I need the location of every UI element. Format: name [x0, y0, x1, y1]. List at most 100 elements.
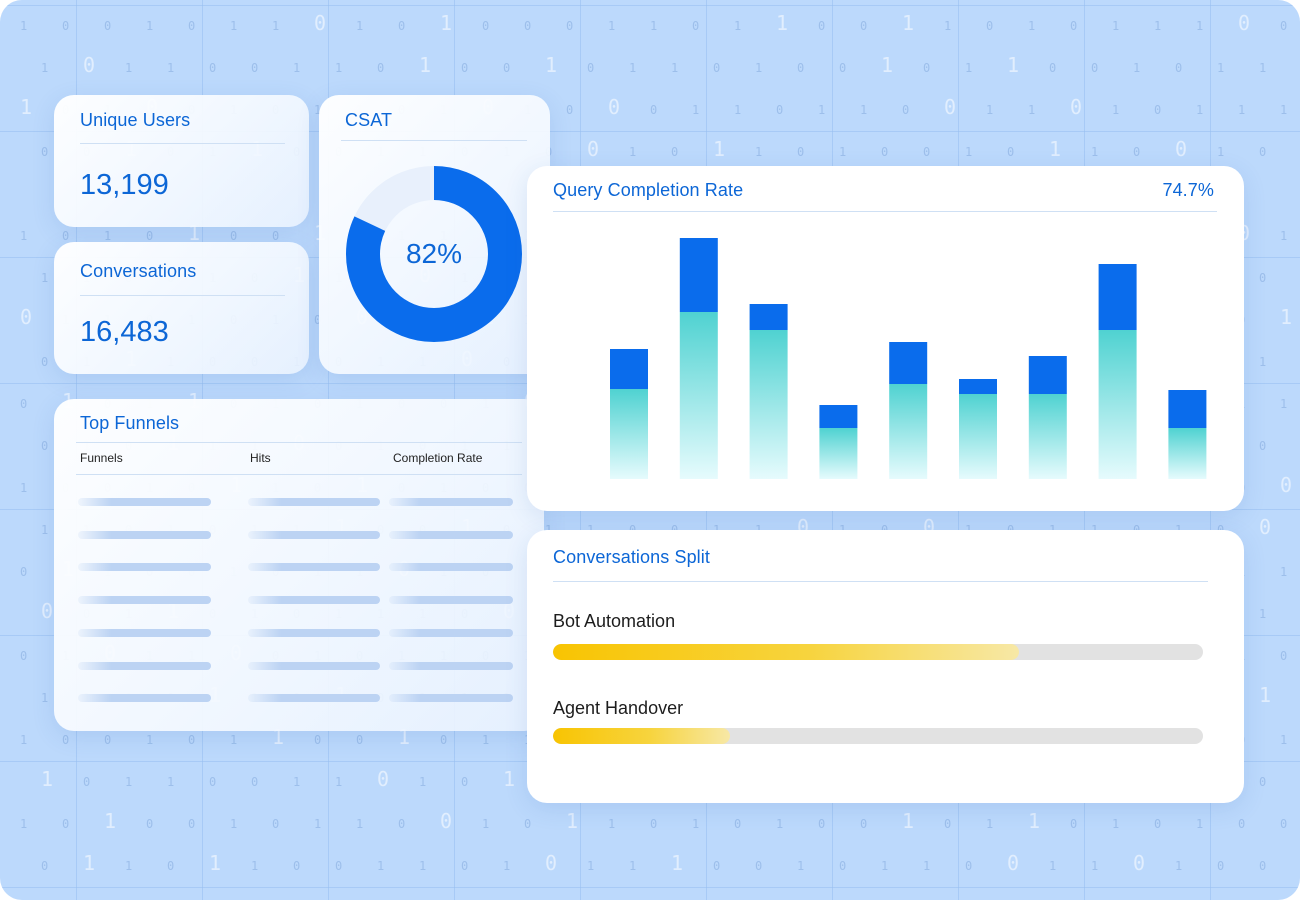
agent-handover-progress-fill	[553, 728, 730, 744]
query-completion-divider	[553, 211, 1217, 212]
background-digit: 1	[692, 817, 699, 831]
background-digit: 1	[419, 859, 426, 873]
background-digit: 1	[1217, 145, 1224, 159]
unique-users-value: 13,199	[80, 169, 169, 201]
background-digit: 1	[608, 19, 615, 33]
background-digit: 1	[1049, 137, 1061, 161]
background-digit: 0	[650, 103, 657, 117]
background-digit: 0	[818, 19, 825, 33]
background-digit: 0	[545, 851, 557, 875]
background-digit: 1	[1049, 859, 1056, 873]
background-digit: 1	[629, 859, 636, 873]
background-digit: 0	[335, 859, 342, 873]
background-digit: 0	[1175, 61, 1182, 75]
background-digit: 0	[440, 733, 447, 747]
background-digit: 0	[1238, 817, 1245, 831]
background-digit: 0	[1217, 859, 1224, 873]
background-digit: 0	[1259, 145, 1266, 159]
background-digit: 1	[83, 851, 95, 875]
background-digit: 0	[671, 145, 678, 159]
background-digit: 0	[1070, 95, 1082, 119]
skeleton-cell	[389, 628, 513, 637]
background-digit: 0	[209, 61, 216, 75]
bar-segment-base	[1028, 394, 1067, 479]
background-digit: 0	[1280, 649, 1287, 663]
background-digit: 1	[1112, 19, 1119, 33]
csat-divider	[341, 140, 527, 141]
background-digit: 1	[503, 859, 510, 873]
table-header-divider	[76, 474, 522, 475]
background-digit: 1	[146, 733, 153, 747]
background-digit: 1	[1259, 355, 1266, 369]
bar-segment-top	[819, 405, 858, 428]
background-digit: 0	[1049, 61, 1056, 75]
background-digit: 1	[20, 733, 27, 747]
skeleton-cell	[389, 661, 513, 670]
background-digit: 1	[440, 11, 452, 35]
background-digit: 0	[860, 817, 867, 831]
background-digit: 1	[755, 145, 762, 159]
background-digit: 1	[1028, 809, 1040, 833]
background-digit: 1	[41, 271, 48, 285]
background-digit: 1	[1238, 103, 1245, 117]
background-digit: 0	[1070, 817, 1077, 831]
background-digit: 1	[1280, 565, 1287, 579]
background-digit: 0	[566, 19, 573, 33]
background-digit: 0	[461, 775, 468, 789]
skeleton-cell	[248, 694, 380, 703]
background-digit: 0	[608, 95, 620, 119]
bot-automation-progress-fill	[553, 644, 1020, 660]
background-digit: 0	[923, 145, 930, 159]
skeleton-cell	[78, 530, 211, 539]
background-digit: 0	[902, 103, 909, 117]
bar-segment-top	[679, 238, 718, 312]
background-digit: 1	[41, 61, 48, 75]
background-digit: 0	[524, 19, 531, 33]
skeleton-cell	[389, 563, 513, 572]
background-digit: 0	[1259, 859, 1266, 873]
background-digit: 1	[1196, 103, 1203, 117]
background-digit: 1	[629, 61, 636, 75]
background-digit: 0	[818, 817, 825, 831]
background-digit: 1	[692, 103, 699, 117]
background-digit: 1	[1280, 733, 1287, 747]
background-digit: 0	[860, 19, 867, 33]
background-digit: 1	[482, 817, 489, 831]
background-digit: 1	[356, 19, 363, 33]
background-digit: 0	[104, 19, 111, 33]
skeleton-cell	[248, 563, 380, 572]
background-digit: 0	[944, 95, 956, 119]
bar-segment-top	[1098, 264, 1137, 330]
column-header-completion-rate: Completion Rate	[393, 451, 483, 465]
background-digit: 1	[293, 775, 300, 789]
background-digit: 1	[629, 145, 636, 159]
background-digit: 1	[272, 19, 279, 33]
bot-automation-label: Bot Automation	[553, 611, 676, 631]
background-digit: 0	[83, 53, 95, 77]
background-digit: 0	[839, 61, 846, 75]
background-digit: 0	[566, 103, 573, 117]
skeleton-cell	[248, 661, 380, 670]
background-digit: 0	[272, 229, 279, 243]
agent-handover-progress-track	[553, 728, 1203, 744]
query-completion-bar-chart	[610, 238, 1207, 479]
background-digit: 0	[1007, 145, 1014, 159]
background-digit: 0	[41, 355, 48, 369]
conversations-split-title: Conversations Split	[553, 547, 710, 567]
csat-donut-arc	[346, 166, 522, 342]
background-digit: 0	[188, 19, 195, 33]
bar-segment-base	[749, 330, 788, 479]
background-digit: 0	[1238, 11, 1250, 35]
background-digit: 0	[1280, 473, 1292, 497]
background-digit: 1	[167, 61, 174, 75]
background-digit: 1	[860, 103, 867, 117]
background-digit: 1	[1280, 229, 1287, 243]
background-digit: 1	[377, 859, 384, 873]
unique-users-card: Unique Users 13,199	[54, 95, 309, 227]
background-digit: 0	[692, 19, 699, 33]
background-digit: 1	[650, 19, 657, 33]
background-digit: 1	[986, 817, 993, 831]
top-funnels-card: Top Funnels Funnels Hits Completion Rate	[54, 399, 544, 731]
skeleton-cell	[248, 596, 380, 605]
background-digit: 0	[377, 61, 384, 75]
